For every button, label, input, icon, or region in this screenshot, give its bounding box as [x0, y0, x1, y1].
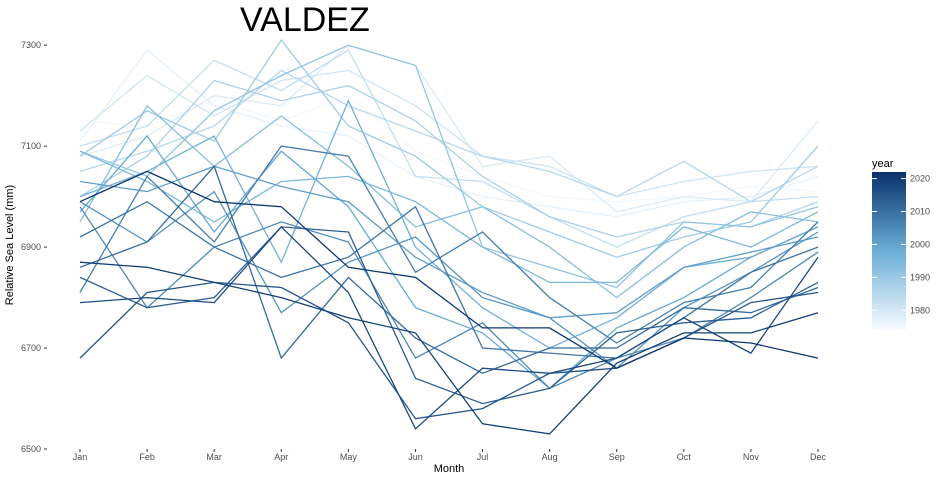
x-tick-label: Oct — [677, 452, 692, 462]
series-line-1989 — [79, 38, 819, 258]
series-line-2003 — [79, 190, 819, 370]
series-line-1983 — [79, 49, 819, 248]
x-tick-label: Jul — [477, 452, 489, 462]
y-tick-label: 7100 — [21, 141, 41, 151]
series-line-2017 — [79, 225, 819, 430]
x-tick-label: Jan — [73, 452, 88, 462]
series-line-1999 — [79, 134, 819, 390]
y-tick-label: 6500 — [21, 444, 41, 454]
x-tick-label: Jun — [408, 452, 423, 462]
series-line-1993 — [79, 104, 819, 299]
series-lines — [79, 38, 819, 435]
series-line-1985 — [79, 69, 819, 203]
x-tick-label: May — [340, 452, 358, 462]
x-tick-label: Mar — [206, 452, 222, 462]
legend-colorbar — [872, 172, 906, 330]
x-tick-label: Nov — [743, 452, 760, 462]
series-line-2011 — [79, 165, 819, 375]
series-line-2019 — [79, 261, 819, 435]
series-line-2001 — [79, 165, 819, 319]
series-line-1977 — [79, 49, 819, 218]
series-line-1975 — [79, 94, 819, 203]
x-tick-label: Dec — [810, 452, 827, 462]
series-line-1979 — [79, 44, 819, 213]
legend-title: year — [872, 158, 894, 170]
y-axis: 6500 6700 6900 7100 7300 — [21, 40, 47, 454]
series-line-1991 — [79, 44, 819, 289]
legend-tick-label: 2020 — [910, 174, 930, 184]
x-tick-label: Feb — [139, 452, 155, 462]
legend-tick-label: 1980 — [910, 305, 930, 315]
series-line-1981 — [79, 69, 819, 198]
legend-tick-label: 2000 — [910, 239, 930, 249]
series-line-2009 — [79, 200, 819, 359]
x-axis-title: Month — [434, 463, 465, 475]
legend-tick-label: 2010 — [910, 207, 930, 217]
series-line-2015 — [79, 281, 819, 420]
series-line-2005 — [79, 206, 819, 390]
y-tick-label: 6700 — [21, 343, 41, 353]
x-tick-label: Apr — [274, 452, 288, 462]
legend: year 1980 1990 2000 2010 2020 — [872, 158, 930, 330]
series-line-2021 — [79, 170, 819, 369]
y-axis-title: Relative Sea Level (mm) — [4, 185, 16, 305]
x-tick-label: Aug — [542, 452, 558, 462]
legend-tick-label: 1990 — [910, 272, 930, 282]
y-tick-label: 7300 — [21, 40, 41, 50]
series-line-1987 — [79, 79, 819, 238]
series-line-2013 — [79, 226, 819, 405]
y-tick-label: 6900 — [21, 242, 41, 252]
x-axis: Jan Feb Mar Apr May Jun Jul Aug Sep Oct Nov Dec — [73, 449, 827, 462]
chart-title: VALDEZ — [240, 1, 370, 39]
x-tick-label: Sep — [609, 452, 625, 462]
series-line-2007 — [79, 145, 819, 344]
